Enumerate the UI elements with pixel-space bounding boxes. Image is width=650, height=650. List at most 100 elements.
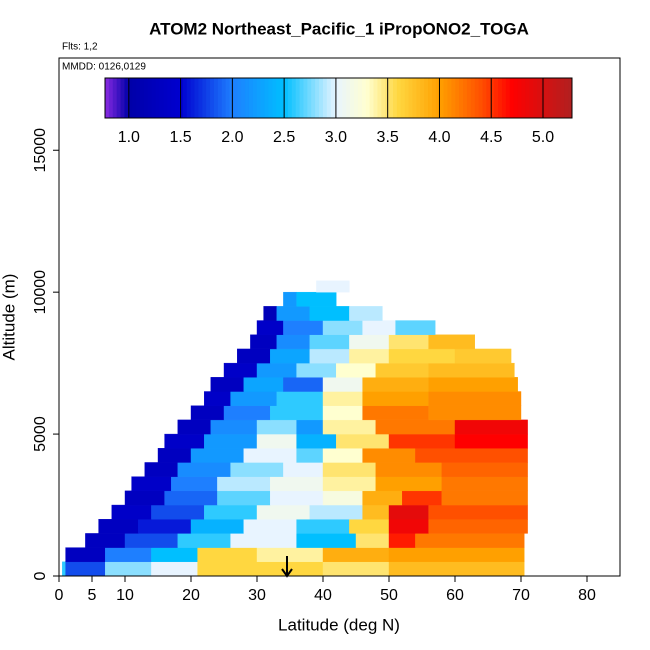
cell: [428, 362, 515, 378]
colorbar-swatch: [124, 78, 129, 118]
cell: [336, 433, 390, 449]
colorbar-swatch: [521, 78, 526, 118]
cell: [322, 547, 390, 563]
cell: [256, 547, 324, 563]
cell: [65, 561, 106, 577]
cell: [322, 462, 376, 477]
cell: [177, 533, 231, 548]
cell: [177, 419, 212, 435]
cell: [454, 348, 512, 364]
colorbar-swatch: [466, 78, 472, 118]
cell: [62, 561, 66, 577]
cell: [349, 334, 390, 350]
colorbar-swatch: [420, 78, 425, 118]
colorbar-swatch: [338, 78, 343, 118]
colorbar-swatch: [147, 78, 153, 118]
cell: [362, 405, 429, 421]
colorbar-swatch: [233, 78, 238, 118]
cell: [296, 291, 337, 307]
dates-note: MMDD: 0126,0129: [62, 62, 146, 73]
cell: [362, 490, 403, 506]
cell: [388, 334, 429, 350]
colorbar-swatch: [307, 78, 312, 118]
colorbar-swatch: [501, 78, 507, 118]
colorbar-swatch: [198, 78, 203, 118]
colorbar-swatch: [268, 78, 273, 118]
y-axis-label: Altitude (m): [0, 274, 18, 361]
colorbar-swatch: [229, 78, 234, 118]
cell: [388, 504, 429, 520]
cell: [243, 377, 284, 392]
cell: [243, 448, 297, 463]
colorbar-swatch: [175, 78, 180, 118]
colorbar-swatch: [568, 78, 573, 118]
cell: [322, 419, 376, 435]
colorbar-swatch: [494, 78, 499, 118]
colorbar-swatch: [178, 78, 184, 118]
cell: [415, 448, 528, 463]
cell: [309, 306, 350, 321]
colorbar-swatch: [116, 78, 122, 118]
y-tick-label: 0: [32, 571, 49, 580]
colorbar-swatch: [377, 78, 382, 118]
colorbar-swatch: [299, 78, 304, 118]
colorbar-swatch: [478, 78, 483, 118]
colorbar-swatch: [128, 78, 133, 118]
colorbar-swatch: [408, 78, 413, 118]
cell: [230, 391, 278, 406]
x-tick-label: 20: [182, 587, 200, 604]
cell: [256, 504, 310, 520]
colorbar-swatch: [544, 78, 550, 118]
colorbar-tick-label: 2.5: [273, 129, 295, 146]
cell: [151, 561, 198, 577]
cell: [322, 448, 363, 463]
cell: [322, 561, 390, 577]
x-tick-label: 80: [578, 587, 596, 604]
cell: [375, 362, 429, 378]
colorbar-swatch: [105, 78, 110, 118]
colorbar-swatch: [272, 78, 277, 118]
colorbar-swatch: [552, 78, 557, 118]
x-tick-label: 30: [248, 587, 266, 604]
colorbar-swatch: [112, 78, 118, 118]
colorbar-swatch: [392, 78, 398, 118]
cell: [349, 306, 383, 321]
colorbar-swatch: [396, 78, 402, 118]
cell: [402, 490, 443, 506]
colorbar-swatch: [303, 78, 308, 118]
cell: [441, 462, 528, 477]
colorbar-tick-label: 3.0: [325, 129, 347, 146]
colorbar-swatch: [120, 78, 125, 118]
cell: [85, 533, 126, 548]
colorbar-swatch: [326, 78, 332, 118]
cell: [388, 547, 525, 563]
cell: [197, 547, 258, 563]
colorbar-swatch: [140, 78, 145, 118]
cell: [223, 405, 271, 421]
cell: [276, 334, 310, 350]
cell: [203, 391, 231, 406]
colorbar-swatch: [132, 78, 137, 118]
cell: [104, 561, 152, 577]
cell: [441, 490, 528, 506]
colorbar-tick-label: 1.5: [169, 129, 191, 146]
cell: [151, 504, 205, 520]
colorbar-swatch: [342, 78, 347, 118]
y-tick-label: 15000: [32, 128, 49, 173]
cell: [362, 377, 429, 392]
cell: [256, 433, 297, 449]
cell: [296, 519, 350, 534]
cell: [230, 462, 284, 477]
cell: [296, 448, 324, 463]
cell: [322, 405, 363, 421]
plot-frame: [58, 57, 621, 577]
colorbar-swatch: [291, 78, 297, 118]
colorbar-swatch: [256, 78, 262, 118]
colorbar-swatch: [334, 78, 339, 118]
cell: [151, 547, 198, 563]
colorbar-frame: [104, 77, 573, 119]
cell: [197, 561, 324, 577]
cell: [217, 490, 271, 506]
x-tick-label: 40: [314, 587, 332, 604]
colorbar-swatch: [365, 78, 371, 118]
